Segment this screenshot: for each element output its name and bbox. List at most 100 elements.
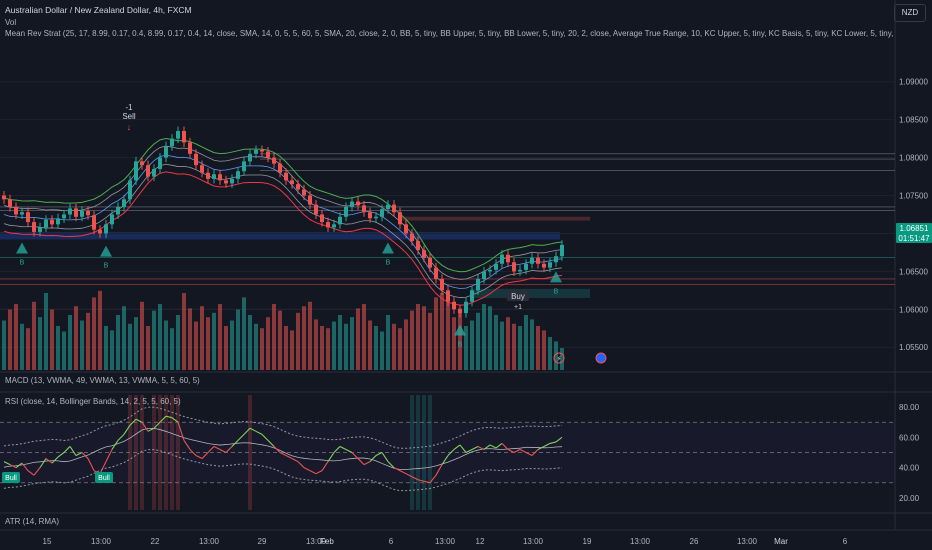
rsi-line-segment [435,464,443,476]
candle-body [224,180,228,184]
candle-body [302,189,306,196]
rsi-line-segment [129,418,137,426]
rsi-extreme-column [416,395,420,510]
rsi-line-segment [309,470,317,475]
volume-bar [194,321,198,370]
candle-body [74,208,78,217]
volume-bar [20,323,24,370]
time-tick-label: Mar [774,537,788,546]
kc-basis-line [3,154,563,289]
volume-bar [542,330,546,370]
candle-body [476,278,480,291]
b-label: B [104,263,109,270]
rsi-extreme-column [164,395,168,510]
lightning-icon[interactable]: ⚡ [553,352,565,364]
candle-body [530,257,534,264]
volume-bar [458,308,462,370]
sell-arrow-icon: ↓ [127,122,132,132]
buy-label-box [507,290,529,301]
volume-bar [116,315,120,370]
rsi-line-segment [183,440,191,450]
currency-badge[interactable]: NZD [894,4,926,22]
rsi-line-segment [471,445,479,450]
candle-body [464,301,468,314]
volume-bar [410,310,414,370]
volume-bar [98,290,102,370]
candles [2,126,564,318]
sell-count: -1 [125,103,133,112]
candle-body [398,212,402,225]
rsi-line-segment [387,461,395,469]
strategy-legend[interactable]: Mean Rev Strat (25, 17, 8.99, 0.17, 0.4,… [5,29,893,38]
rsi-pane [0,395,895,510]
rsi-line-segment [411,476,419,481]
candle-body [212,174,216,179]
sell-label: Sell [122,112,136,121]
volume-bar [284,326,288,370]
rsi-line-segment [171,417,179,423]
volume-bar [26,328,30,370]
time-tick-label: 13:00 [630,537,651,546]
rsi-line-segment [87,458,95,471]
candle-body [548,262,552,268]
volume-bar [446,301,450,370]
rsi-line-segment [285,455,293,460]
volume-bar [476,312,480,370]
candle-body [386,204,390,210]
rsi-line-segment [549,441,557,444]
vol-legend[interactable]: Vol [5,18,17,27]
rsi-line-segment [327,452,335,462]
candle-body [50,219,54,225]
volume-bar [314,319,318,370]
volume-bar [44,293,48,370]
volume-bar [308,301,312,370]
rsi-line-segment [189,449,197,456]
volume-bar [530,319,534,370]
symbol-title[interactable]: Australian Dollar / New Zealand Dollar, … [5,5,192,15]
candle-body [356,201,360,206]
candle-body [422,250,426,258]
candle-body [434,267,438,279]
volume-bar [56,326,60,370]
rsi-line-segment [69,446,77,456]
volume-bar [146,326,150,370]
candle-body [8,199,12,207]
atr-legend[interactable]: ATR (14, RMA) [5,517,60,526]
volume-bar [68,315,72,370]
candle-body [482,271,486,279]
candle-body [338,216,342,225]
flag-icon[interactable] [595,352,607,364]
volume-bar [362,304,366,370]
rsi-line-segment [351,452,359,459]
rsi-line-segment [135,418,143,423]
volume-bar [224,326,228,370]
candle-body [326,222,330,228]
candle-body [158,157,162,169]
rsi-legend[interactable]: RSI (close, 14, Bollinger Bands, 14, 2, … [5,397,181,406]
candle-body [410,233,414,242]
kc-lower-line [3,163,563,298]
rsi-line-segment [495,442,503,449]
rsi-line-segment [255,430,263,435]
volume-bar [332,321,336,370]
candle-body [494,263,498,270]
macd-legend[interactable]: MACD (13, VWMA, 49, VWMA, 13, VWMA, 5, 5… [5,376,200,385]
candle-body [236,171,240,179]
candle-body [248,153,252,162]
candle-body [182,131,186,143]
svg-text:Bull: Bull [5,475,17,482]
volume-bar [32,301,36,370]
candle-body [554,256,558,263]
candle-body [524,263,528,270]
kc-upper-line [3,145,563,280]
candle-body [488,269,492,272]
volume-bar [164,320,168,370]
candle-body [122,199,126,207]
rsi-line-segment [393,467,401,472]
rsi-line-segment [357,458,365,465]
candle-body [134,161,138,181]
volume-bar [392,323,396,370]
candle-body [470,290,474,302]
candle-body [170,138,174,147]
